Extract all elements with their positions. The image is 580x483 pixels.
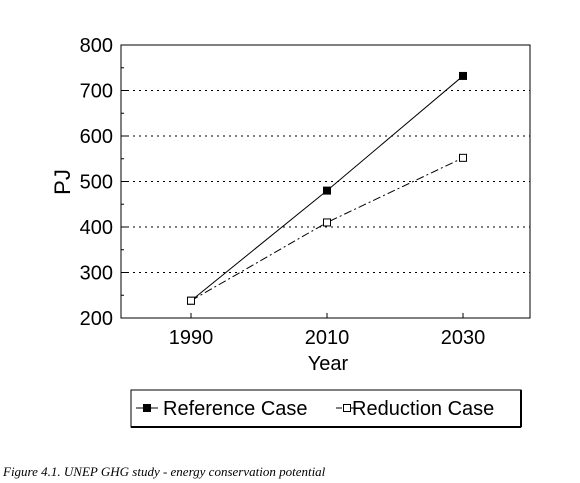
series-2 [187, 153, 467, 305]
x-tick-label: 2010 [305, 327, 350, 349]
y-axis-label: PJ [50, 169, 75, 195]
legend-label: Reference Case [163, 398, 308, 420]
legend-label: Reduction Case [352, 398, 494, 420]
figure-caption: Figure 4.1. UNEP GHG study - energy cons… [3, 464, 326, 479]
x-tick-label: 1990 [169, 327, 214, 349]
y-tick-label: 700 [80, 81, 113, 103]
data-point [323, 186, 331, 195]
legend-marker [343, 404, 351, 412]
series-group [187, 71, 467, 305]
grid [121, 90, 530, 273]
y-tick-label: 500 [80, 172, 113, 194]
legend-frame [130, 389, 522, 428]
legend-items: Reference Case Reduction Case [136, 398, 494, 420]
series-1 [187, 71, 467, 305]
y-tick-label: 400 [80, 217, 113, 239]
legend-item-2: Reduction Case [336, 398, 494, 420]
y-tick-label: 600 [80, 126, 113, 148]
y-tick-label: 200 [80, 308, 113, 330]
series-line [190, 157, 464, 302]
data-point [323, 218, 331, 227]
legend-marker [143, 404, 151, 412]
y-tick-label: 300 [80, 263, 113, 285]
x-tick-label: 2030 [441, 327, 486, 349]
data-point [187, 296, 195, 305]
axes: 200 300 400 500 600 700 800 1990 2010 2030 [80, 35, 531, 349]
y-tick-label: 800 [80, 35, 113, 57]
x-axis-label: Year [308, 353, 349, 375]
legend-item-1: Reference Case [136, 398, 308, 420]
data-point [459, 71, 467, 80]
legend: Reference Case Reduction Case [130, 389, 522, 428]
data-point [459, 153, 467, 162]
